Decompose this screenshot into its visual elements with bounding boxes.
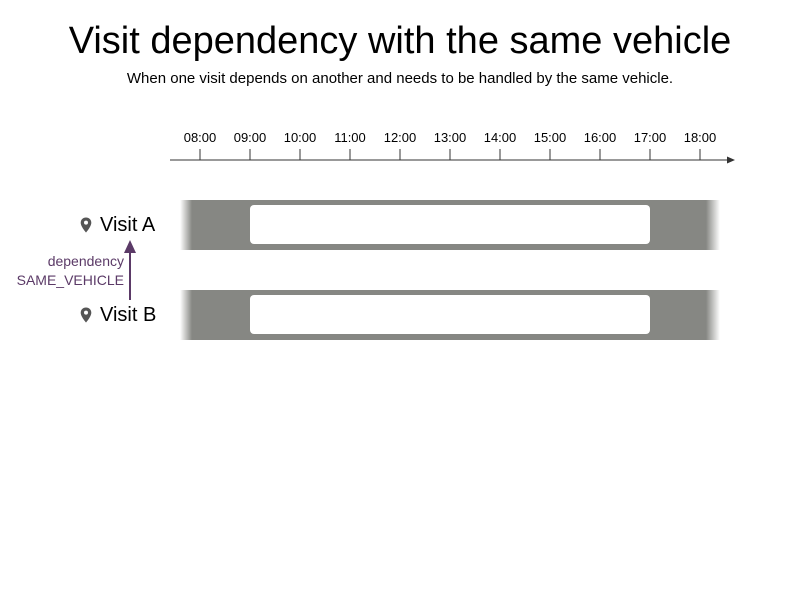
visit-b-label: Visit B [100, 304, 157, 326]
dependency-label: dependency [47, 253, 124, 269]
visit-a-time-window [250, 205, 650, 244]
visit-b-time-window [250, 295, 650, 334]
axis-tick-label: 18:00 [683, 130, 717, 145]
axis-tick-label: 11:00 [334, 130, 366, 145]
dependency-arrow [124, 240, 136, 300]
time-axis-arrowhead [727, 156, 735, 164]
visit-b-track [180, 290, 720, 340]
visit-a-label: Visit A [100, 214, 156, 236]
axis-tick-label: 17:00 [633, 130, 667, 145]
axis-tick-label: 09:00 [233, 130, 267, 145]
location-pin-icon [80, 307, 92, 323]
axis-tick-label: 08:00 [183, 130, 217, 145]
axis-tick-label: 14:00 [483, 130, 517, 145]
page-subtitle: When one visit depends on another and ne… [126, 70, 674, 87]
location-pin-icon [80, 217, 92, 233]
axis-tick-label: 12:00 [383, 130, 417, 145]
axis-tick-label: 16:00 [583, 130, 617, 145]
visit-a-track [180, 200, 720, 250]
axis-tick-label: 10:00 [283, 130, 317, 145]
axis-tick-label: 15:00 [533, 130, 567, 145]
dependency-type-label: SAME_VEHICLE [16, 272, 124, 288]
page-title: Visit dependency with the same vehicle [68, 20, 732, 62]
axis-tick-label: 13:00 [433, 130, 467, 145]
